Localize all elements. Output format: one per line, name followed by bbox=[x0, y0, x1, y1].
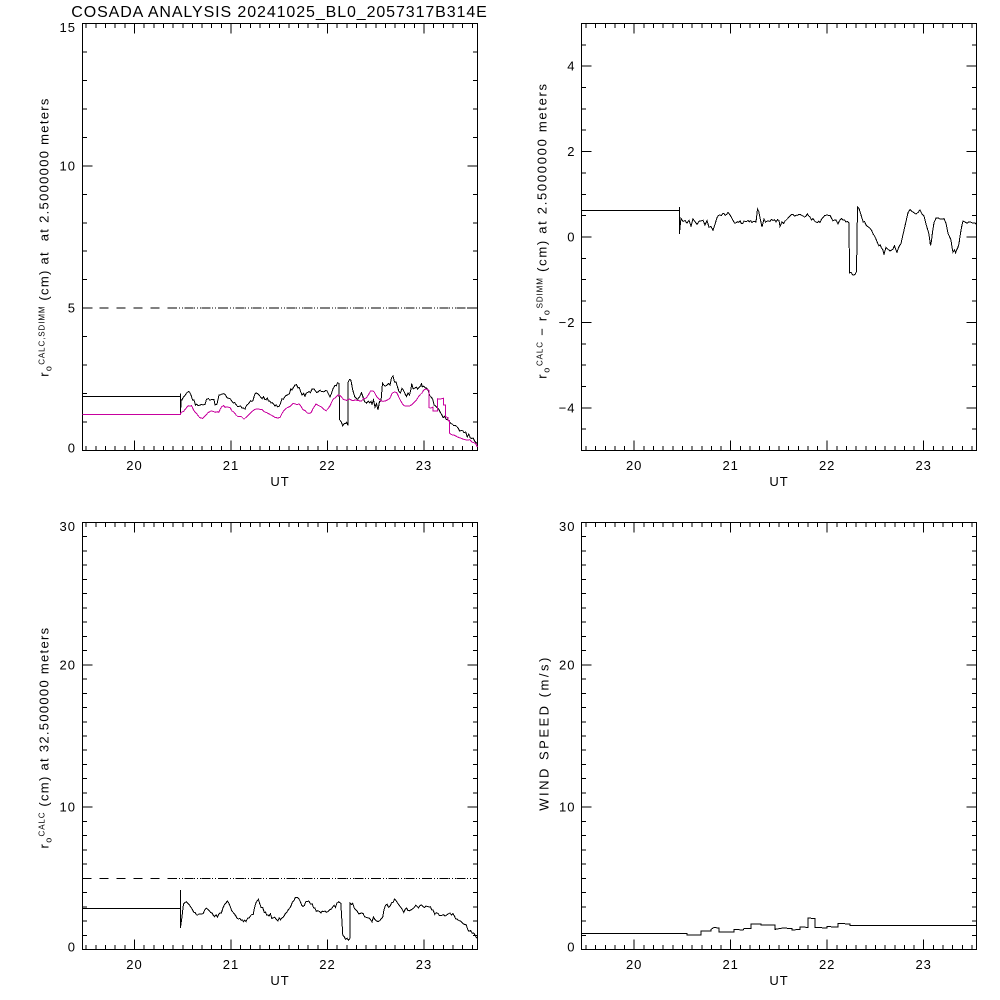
svg-text:22: 22 bbox=[819, 458, 835, 473]
svg-text:UT: UT bbox=[270, 973, 289, 988]
svg-text:23: 23 bbox=[416, 957, 432, 972]
svg-text:10: 10 bbox=[60, 158, 76, 173]
svg-text:5: 5 bbox=[68, 301, 76, 316]
svg-text:21: 21 bbox=[722, 957, 738, 972]
svg-text:COSADA ANALYSIS 20241025_BL0_2: COSADA ANALYSIS 20241025_BL0_2057317B314… bbox=[71, 4, 487, 21]
svg-text:UT: UT bbox=[270, 474, 289, 489]
svg-text:20: 20 bbox=[559, 657, 575, 672]
svg-text:20: 20 bbox=[126, 458, 142, 473]
svg-text:20: 20 bbox=[626, 458, 642, 473]
svg-text:WIND SPEED (m/s): WIND SPEED (m/s) bbox=[537, 655, 552, 811]
svg-text:22: 22 bbox=[319, 957, 335, 972]
svg-text:21: 21 bbox=[223, 957, 239, 972]
svg-text:10: 10 bbox=[559, 800, 575, 815]
svg-text:23: 23 bbox=[915, 957, 931, 972]
svg-text:0: 0 bbox=[567, 230, 575, 245]
svg-text:UT: UT bbox=[769, 973, 788, 988]
svg-text:23: 23 bbox=[915, 458, 931, 473]
svg-text:23: 23 bbox=[416, 458, 432, 473]
svg-text:22: 22 bbox=[819, 957, 835, 972]
svg-text:20: 20 bbox=[126, 957, 142, 972]
svg-text:30: 30 bbox=[60, 519, 76, 534]
svg-text:30: 30 bbox=[559, 519, 575, 534]
svg-text:2: 2 bbox=[567, 144, 575, 159]
svg-text:10: 10 bbox=[60, 800, 76, 815]
svg-text:0: 0 bbox=[567, 940, 575, 955]
svg-text:roCALC − roSDIMM (cm) at 2.500: roCALC − roSDIMM (cm) at 2.5000000 meter… bbox=[535, 82, 552, 379]
svg-text:22: 22 bbox=[319, 458, 335, 473]
svg-text:0: 0 bbox=[68, 441, 76, 456]
svg-text:15: 15 bbox=[60, 20, 76, 35]
svg-text:UT: UT bbox=[769, 474, 788, 489]
svg-text:21: 21 bbox=[223, 458, 239, 473]
svg-text:roCALC (cm) at 32.500000 meter: roCALC (cm) at 32.500000 meters bbox=[37, 627, 54, 849]
svg-text:−4: −4 bbox=[559, 400, 576, 415]
svg-text:20: 20 bbox=[60, 657, 76, 672]
svg-text:−2: −2 bbox=[559, 315, 576, 330]
svg-text:0: 0 bbox=[68, 940, 76, 955]
svg-text:20: 20 bbox=[626, 957, 642, 972]
svg-text:4: 4 bbox=[567, 59, 575, 74]
svg-text:21: 21 bbox=[722, 458, 738, 473]
